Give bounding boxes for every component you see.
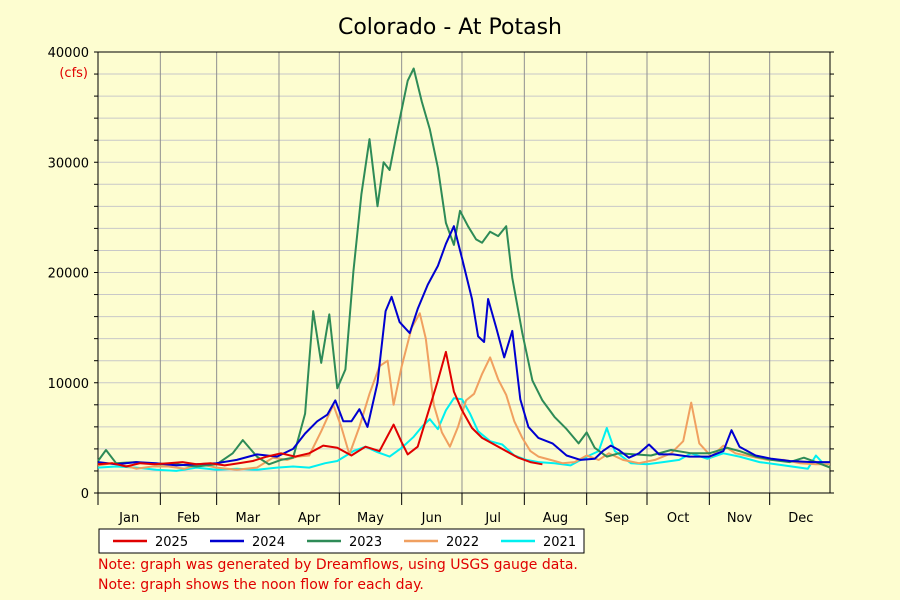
x-tick-label: Jan: [118, 511, 139, 526]
x-tick-label: Feb: [177, 511, 200, 526]
legend-label-2022: 2022: [446, 535, 479, 550]
x-tick-label: Nov: [727, 511, 753, 526]
legend: 2025 2024 2023 2022 2021: [98, 528, 585, 554]
y-tick-label: 30000: [48, 156, 89, 171]
x-tick-label: Mar: [236, 511, 261, 526]
x-tick-label: Jun: [421, 511, 442, 526]
legend-label-2021: 2021: [543, 535, 576, 550]
x-tick-label: Dec: [788, 511, 813, 526]
x-tick-label: Sep: [605, 511, 630, 526]
y-tick-label: 20000: [48, 267, 89, 282]
y-tick-label: 0: [81, 487, 89, 502]
y-tick-label: 40000: [48, 46, 89, 61]
series-line-2024: [97, 225, 830, 467]
x-tick-label: Apr: [298, 511, 321, 526]
legend-label-2025: 2025: [155, 535, 188, 550]
x-tick-label: Aug: [543, 511, 568, 526]
note-line-2: Note: graph shows the noon flow for each…: [98, 577, 424, 593]
x-tick-label: Jul: [484, 511, 501, 526]
x-tick-label: May: [357, 511, 384, 526]
series-line-2025: [97, 350, 543, 468]
x-tick-label: Oct: [667, 511, 689, 526]
chart-title: Colorado - At Potash: [338, 15, 562, 40]
series-line-2021: [97, 397, 830, 472]
plot-area: Jan Feb Mar Apr May Jun Jul Aug Sep Oct Nov Dec 0 100…: [48, 46, 834, 526]
series-line-2022: [97, 312, 830, 471]
y-tick-label: 10000: [48, 377, 89, 392]
legend-label-2023: 2023: [349, 535, 382, 550]
note-line-1: Note: graph was generated by Dreamflows,…: [98, 557, 578, 573]
legend-label-2024: 2024: [252, 535, 285, 550]
y-unit-label: (cfs): [59, 66, 88, 81]
plot-frame: [97, 51, 831, 494]
